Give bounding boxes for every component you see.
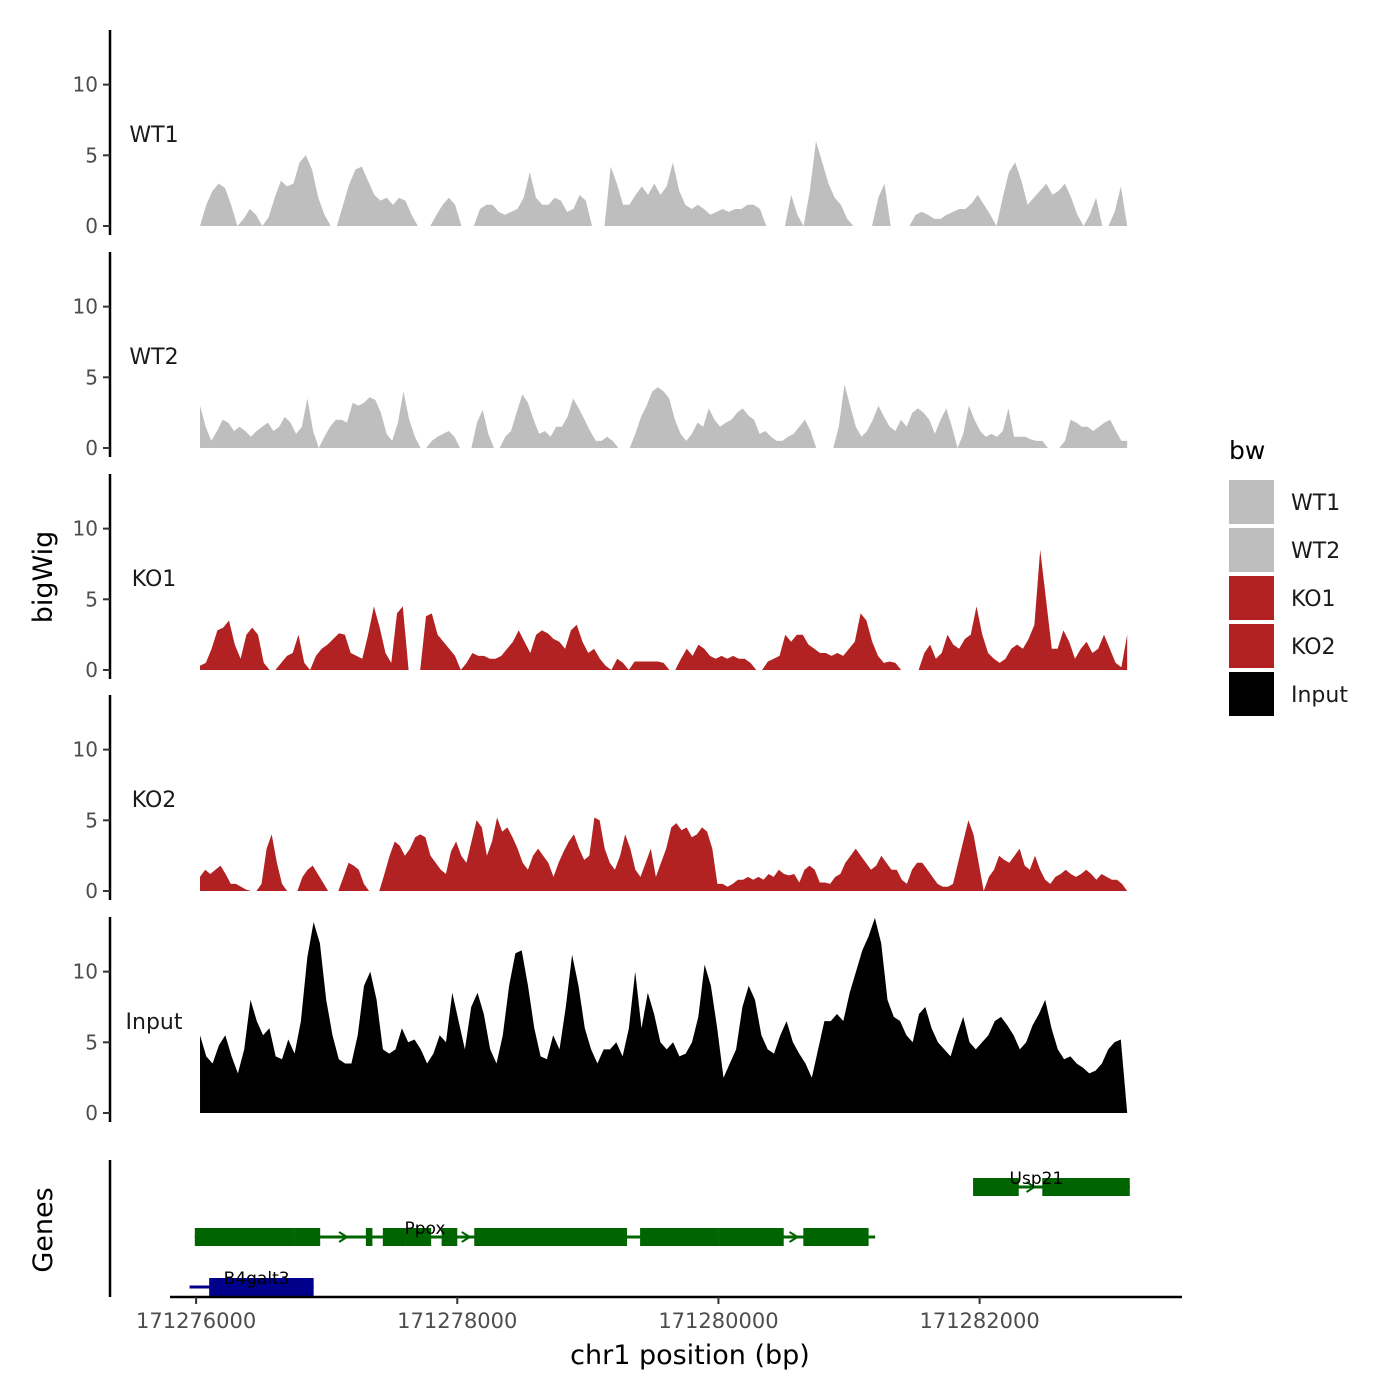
gene-exon: [474, 1228, 628, 1246]
strand-arrow: [461, 1231, 472, 1243]
legend-swatch: [1229, 480, 1274, 524]
gene-exon: [365, 1228, 373, 1246]
y-tick-label: 10: [73, 73, 98, 97]
track-name-label: WT1: [129, 123, 178, 148]
legend-label: Input: [1291, 683, 1348, 708]
x-tick-label: 171282000: [919, 1309, 1039, 1333]
track-ko1: 0 5 10 KO1: [73, 474, 1128, 682]
legend-label: WT1: [1291, 491, 1340, 516]
y-tick-label: 0: [85, 879, 98, 903]
x-axis: 171276000 171278000 171280000 171282000: [136, 1295, 1182, 1333]
y-tick-label: 0: [85, 1101, 98, 1125]
y-tick-label: 10: [73, 517, 98, 541]
x-axis-label: chr1 position (bp): [570, 1340, 810, 1371]
gene-exon: [803, 1228, 869, 1246]
strand-arrow: [338, 1231, 349, 1243]
y-tick-label: 0: [85, 658, 98, 682]
gene-name-label: Usp21: [1010, 1169, 1064, 1189]
gene-exon: [405, 1228, 432, 1246]
coverage-area-ko2: [200, 817, 1128, 891]
track-ko2: 0 5 10 KO2: [73, 695, 1128, 903]
legend-item-wt1: WT1: [1229, 480, 1340, 524]
coverage-area-wt2: [200, 384, 1128, 448]
y-tick-label: 10: [73, 295, 98, 319]
track-wt2: 0 5 10 WT2: [73, 252, 1128, 460]
legend: bw WT1 WT2 KO1 KO2 Input: [1229, 436, 1348, 716]
gene-exon: [294, 1228, 321, 1246]
gene-exon: [382, 1228, 406, 1246]
legend-items: WT1 WT2 KO1 KO2 Input: [1229, 480, 1348, 716]
track-name-label: KO2: [132, 788, 177, 813]
strand-arrow: [1026, 1181, 1037, 1193]
gene-exon: [718, 1228, 784, 1246]
legend-swatch: [1229, 672, 1274, 716]
y-tick-label: 5: [85, 365, 98, 389]
gene-exon: [973, 1178, 1019, 1196]
y-tick-label: 5: [85, 1030, 98, 1054]
y-tick-label: 10: [73, 738, 98, 762]
legend-item-ko1: KO1: [1229, 576, 1336, 620]
track-input: 0 5 10 Input: [73, 917, 1128, 1125]
x-tick-label: 171278000: [397, 1309, 517, 1333]
gene-exon: [209, 1278, 314, 1296]
gene-track: Usp21 Ppox B4galt3: [108, 1160, 1130, 1297]
coverage-tracks: 0 5 10 WT1 0 5 10 WT2 0 5 10 KO1 0 5 10 KO2 0 5 10 Input: [73, 30, 1128, 1125]
legend-swatch: [1229, 576, 1274, 620]
y-tick-label: 5: [85, 587, 98, 611]
track-name-label: KO1: [132, 567, 177, 592]
track-wt1: 0 5 10 WT1: [73, 30, 1128, 238]
genes-axis-label: Genes: [28, 1187, 59, 1272]
gene-exon: [1042, 1178, 1130, 1196]
gene-exon: [640, 1228, 719, 1246]
y-tick-label: 10: [73, 960, 98, 984]
y-tick-label: 0: [85, 436, 98, 460]
track-name-label: Input: [126, 1010, 183, 1035]
coverage-area-input: [200, 917, 1128, 1113]
gene-usp21: Usp21: [973, 1169, 1130, 1196]
legend-item-input: Input: [1229, 672, 1348, 716]
strand-arrow: [788, 1231, 800, 1243]
x-tick-label: 171280000: [658, 1309, 778, 1333]
legend-title: bw: [1229, 436, 1265, 465]
x-tick-label: 171276000: [136, 1309, 256, 1333]
legend-label: WT2: [1291, 539, 1340, 564]
y-axis-label: bigWig: [28, 531, 59, 624]
legend-swatch: [1229, 528, 1274, 572]
coverage-area-wt1: [200, 141, 1128, 226]
gene-name-label: Ppox: [404, 1219, 445, 1239]
track-name-label: WT2: [129, 345, 178, 370]
gene-b4galt3: B4galt3: [189, 1269, 314, 1296]
legend-label: KO1: [1291, 587, 1336, 612]
gene-exon: [194, 1228, 295, 1246]
y-tick-label: 0: [85, 214, 98, 238]
y-tick-label: 5: [85, 808, 98, 832]
coverage-area-ko1: [200, 549, 1128, 670]
gene-name-label: B4galt3: [224, 1269, 290, 1289]
gene-ppox: Ppox: [194, 1219, 876, 1246]
y-tick-label: 5: [85, 143, 98, 167]
legend-item-ko2: KO2: [1229, 624, 1336, 668]
legend-label: KO2: [1291, 635, 1336, 660]
gene-exon: [441, 1228, 458, 1246]
legend-item-wt2: WT2: [1229, 528, 1340, 572]
legend-swatch: [1229, 624, 1274, 668]
